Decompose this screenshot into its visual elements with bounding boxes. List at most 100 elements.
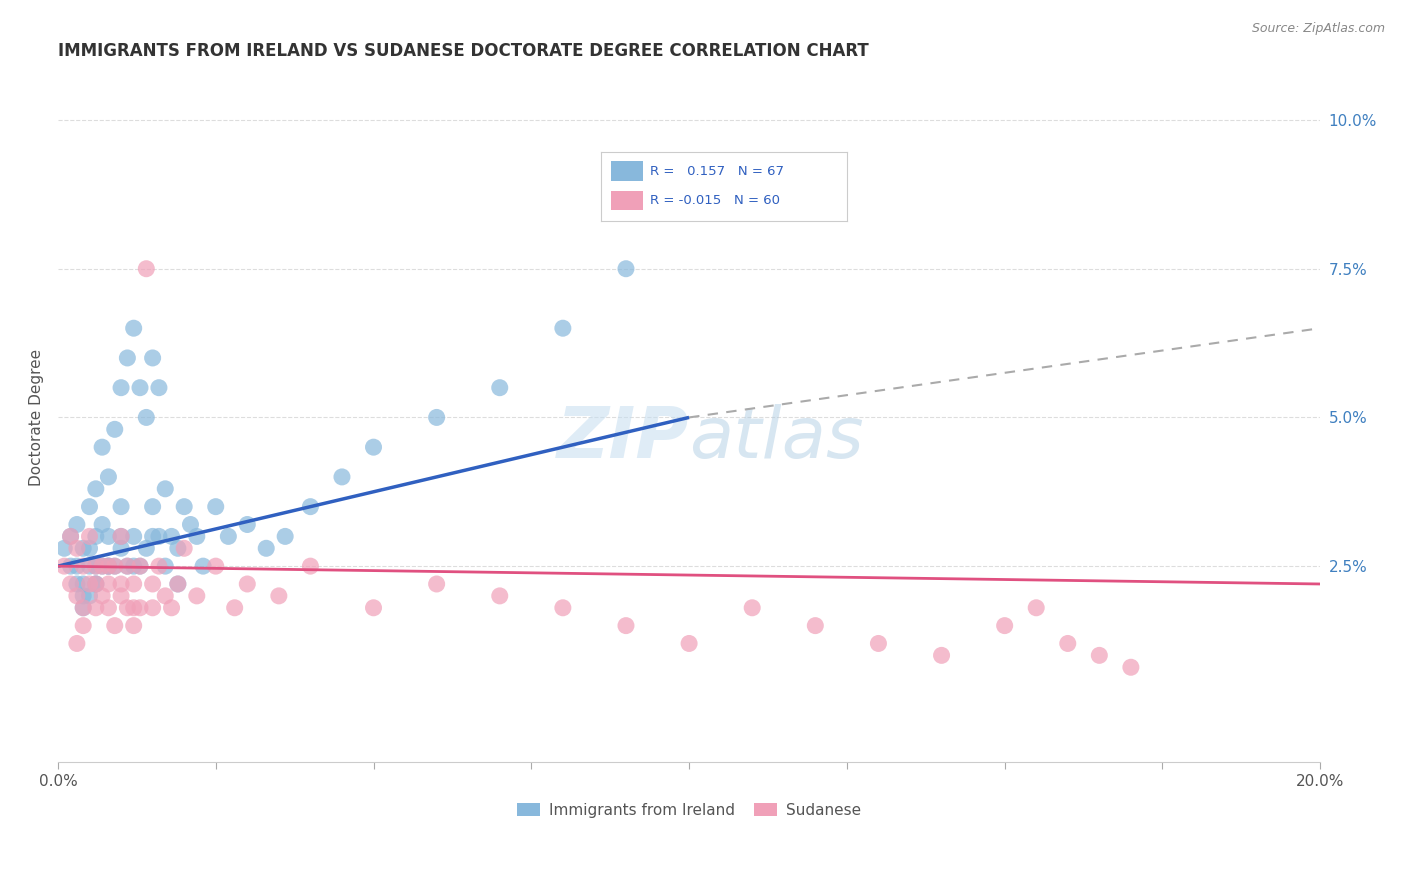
Point [97, 470, 120, 484]
Point [84, 482, 107, 496]
Point [117, 559, 139, 574]
Point [91, 559, 114, 574]
Point [173, 541, 195, 556]
Point [488, 589, 510, 603]
Point [104, 559, 127, 574]
Point [91, 440, 114, 454]
Point [66, 517, 89, 532]
Point [254, 541, 277, 556]
Point [148, 381, 170, 395]
Point [804, 618, 827, 632]
Point [79, 559, 101, 574]
Point [59, 559, 82, 574]
Point [122, 577, 145, 591]
Point [142, 600, 165, 615]
Point [217, 529, 239, 543]
Point [274, 529, 297, 543]
Point [66, 589, 89, 603]
Point [91, 517, 114, 532]
Point [84, 577, 107, 591]
Point [72, 559, 94, 574]
Point [53, 541, 76, 556]
Point [72, 577, 94, 591]
Point [129, 559, 152, 574]
Point [299, 500, 322, 514]
Point [1056, 636, 1078, 650]
Point [72, 589, 94, 603]
Point [84, 559, 107, 574]
Point [426, 410, 449, 425]
Point [117, 600, 139, 615]
Point [97, 600, 120, 615]
Point [931, 648, 953, 663]
Point [363, 440, 385, 454]
Point [84, 600, 107, 615]
Point [79, 500, 101, 514]
Point [363, 600, 385, 615]
Point [155, 482, 177, 496]
Point [104, 618, 127, 632]
Point [110, 500, 132, 514]
Point [122, 559, 145, 574]
Point [117, 351, 139, 365]
Point [129, 559, 152, 574]
Point [135, 261, 157, 276]
Point [59, 529, 82, 543]
Point [129, 381, 152, 395]
Point [110, 541, 132, 556]
Point [66, 577, 89, 591]
Point [97, 559, 120, 574]
Point [179, 517, 201, 532]
Point [72, 600, 94, 615]
Point [173, 500, 195, 514]
Point [868, 636, 890, 650]
Point [204, 500, 226, 514]
Point [72, 618, 94, 632]
Point [79, 577, 101, 591]
Point [104, 422, 127, 436]
Point [142, 500, 165, 514]
Text: atlas: atlas [689, 404, 863, 473]
Point [135, 410, 157, 425]
Point [72, 600, 94, 615]
Point [741, 600, 763, 615]
Point [122, 529, 145, 543]
Point [236, 517, 259, 532]
Point [224, 600, 246, 615]
Point [186, 529, 208, 543]
Point [84, 529, 107, 543]
Legend: Immigrants from Ireland, Sudanese: Immigrants from Ireland, Sudanese [512, 797, 868, 824]
Point [110, 529, 132, 543]
Point [84, 577, 107, 591]
Point [678, 636, 700, 650]
Point [66, 636, 89, 650]
Point [148, 529, 170, 543]
Point [79, 529, 101, 543]
Point [167, 541, 190, 556]
Point [104, 559, 127, 574]
Point [155, 589, 177, 603]
Point [167, 577, 190, 591]
Point [142, 351, 165, 365]
Point [117, 559, 139, 574]
Point [66, 541, 89, 556]
Point [97, 529, 120, 543]
Point [129, 600, 152, 615]
Point [84, 577, 107, 591]
Point [97, 559, 120, 574]
Point [53, 559, 76, 574]
Text: ZIP: ZIP [557, 404, 689, 473]
Point [614, 261, 637, 276]
Point [994, 618, 1017, 632]
Point [551, 600, 574, 615]
Point [186, 589, 208, 603]
Point [122, 600, 145, 615]
Point [204, 559, 226, 574]
Point [135, 541, 157, 556]
Point [167, 577, 190, 591]
Point [110, 577, 132, 591]
Point [299, 559, 322, 574]
Point [142, 577, 165, 591]
Point [236, 577, 259, 591]
Point [142, 529, 165, 543]
